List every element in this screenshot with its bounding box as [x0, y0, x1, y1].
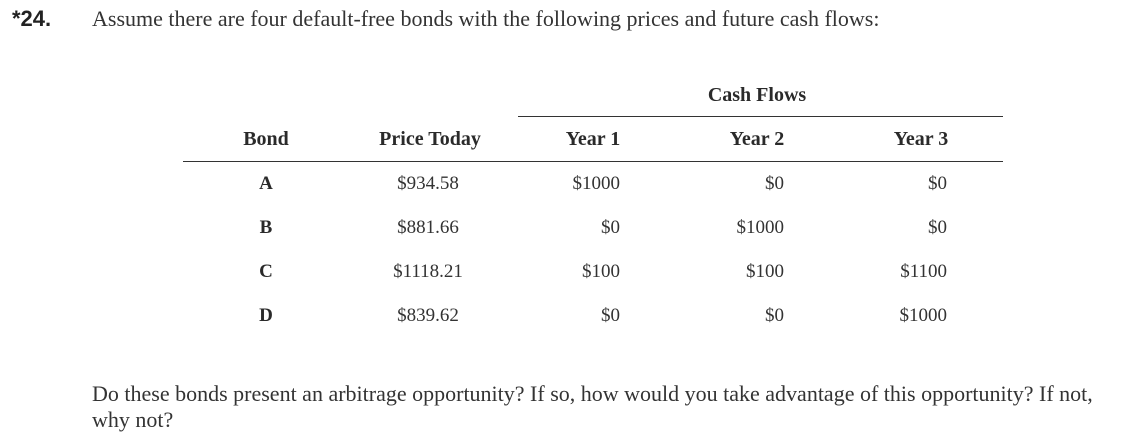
col-header-bond: Bond [243, 128, 289, 150]
table-row-year3: $0 [928, 217, 947, 238]
followup-question: Do these bonds present an arbitrage oppo… [92, 381, 1093, 432]
table-row-year3: $0 [928, 173, 947, 194]
table-row-year2: $0 [765, 305, 784, 326]
table-row-year2: $0 [765, 173, 784, 194]
table-row-year1: $1000 [572, 173, 621, 194]
col-header-price: Price Today [379, 128, 481, 150]
table-row-bond: A [259, 173, 273, 194]
header-rule [183, 161, 1003, 162]
table-row-year2: $1000 [736, 217, 785, 238]
table-row-price: $881.66 [397, 217, 459, 238]
table-row-bond: B [259, 217, 273, 238]
table-row-year3: $1000 [899, 305, 948, 326]
table-row-bond: C [259, 261, 273, 282]
table-row-year1: $0 [601, 217, 620, 238]
table-row-year1: $0 [601, 305, 620, 326]
table-row-bond: D [259, 305, 273, 326]
table-row-price: $839.62 [397, 305, 459, 326]
cash-flows-header: Cash Flows [707, 84, 807, 106]
table-row-year3: $1100 [900, 261, 947, 282]
col-header-year2: Year 2 [729, 128, 785, 150]
table-row-price: $1118.21 [393, 261, 463, 282]
col-header-year3: Year 3 [893, 128, 949, 150]
cash-flows-rule [518, 116, 1003, 117]
problem-number: *24. [12, 6, 52, 31]
col-header-year1: Year 1 [565, 128, 621, 150]
table-row-year1: $100 [582, 261, 620, 282]
table-row-year2: $100 [746, 261, 784, 282]
problem-question: Assume there are four default-free bonds… [92, 6, 880, 31]
table-row-price: $934.58 [397, 173, 459, 194]
